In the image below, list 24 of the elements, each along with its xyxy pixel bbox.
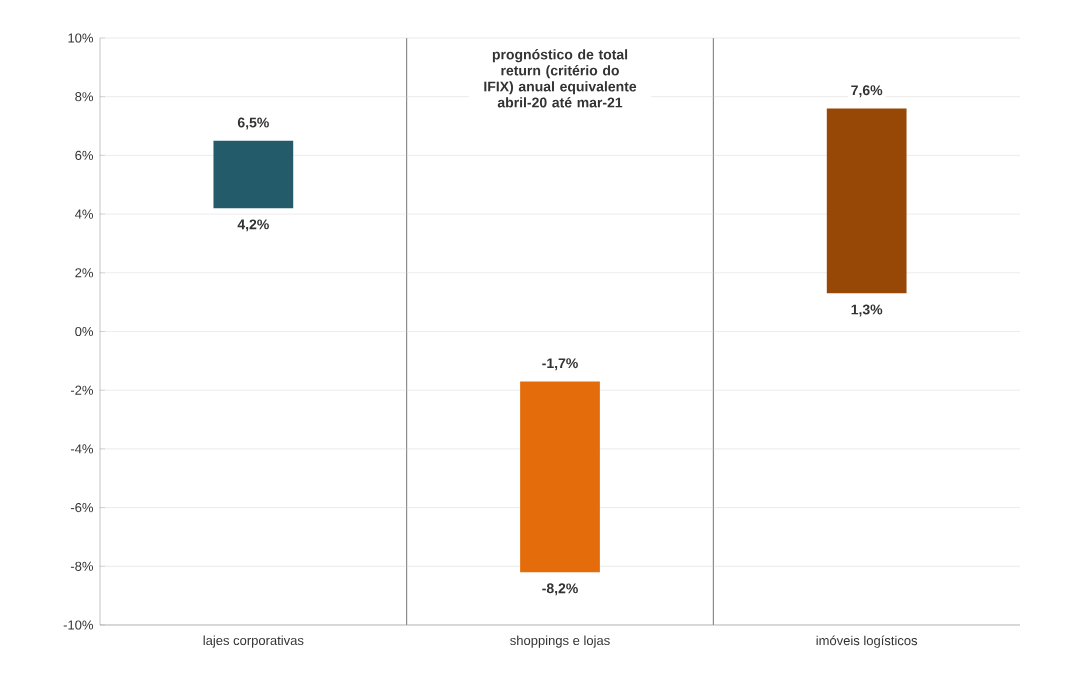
bar	[520, 381, 600, 573]
bar	[826, 108, 907, 294]
y-tick-label: 0%	[75, 326, 94, 337]
annotation: 1,3%	[851, 304, 883, 317]
y-tick-label: -10%	[63, 620, 94, 630]
annotation: prognóstico de total return (critério do IFIX) anual equivalente abril-20 até mar-21	[484, 49, 637, 108]
bar	[213, 140, 294, 209]
annotation: 6,5%	[237, 117, 269, 130]
y-tick-label: 2%	[75, 268, 94, 278]
y-tick-label: -2%	[70, 385, 94, 395]
annotation: 4,2%	[237, 219, 269, 232]
x-tick-label: lajes corporativas	[203, 635, 304, 648]
y-tick-label: -8%	[70, 561, 94, 571]
y-tick-label: -6%	[70, 502, 94, 513]
annotation: -1,7%	[542, 358, 578, 371]
y-tick-label: 6%	[75, 150, 94, 160]
y-tick-label: 10%	[68, 33, 94, 43]
x-tick-label: shoppings e lojas	[510, 635, 610, 648]
y-tick-label: 8%	[75, 92, 94, 102]
y-tick-label: 4%	[74, 209, 94, 219]
annotation: -8,2%	[542, 583, 578, 596]
annotation: 7,6%	[851, 85, 883, 98]
y-tick-label: -4%	[70, 444, 94, 454]
x-tick-label: imóveis logísticos	[816, 635, 918, 648]
